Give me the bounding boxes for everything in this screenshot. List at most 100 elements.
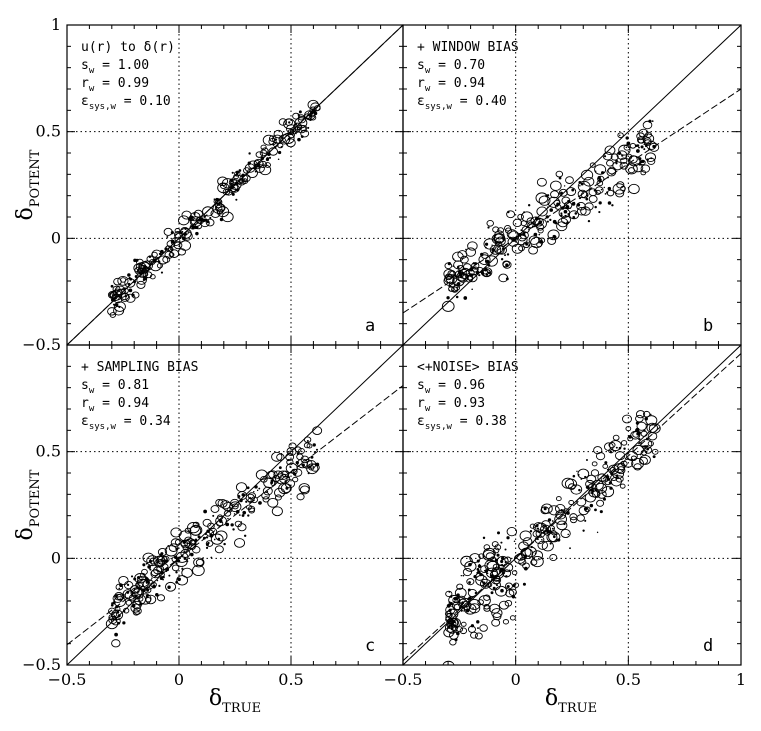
data-point [237, 496, 240, 499]
data-point [136, 267, 148, 278]
data-point [245, 500, 248, 503]
panel-annotation-line: εsys,w = 0.10 [81, 94, 171, 112]
data-point [486, 219, 494, 227]
data-point [563, 185, 566, 187]
data-point [310, 455, 314, 459]
data-point [156, 558, 166, 567]
data-point [506, 536, 510, 540]
data-point [640, 145, 644, 149]
data-point [310, 463, 320, 472]
data-point [309, 106, 317, 113]
y-tick-label: −0.5 [22, 655, 61, 674]
data-point [268, 156, 272, 159]
data-point [636, 432, 640, 436]
data-point [647, 157, 656, 165]
data-point [604, 145, 616, 156]
data-point [638, 442, 640, 445]
data-point [471, 288, 473, 290]
data-point [288, 121, 291, 124]
data-point [577, 189, 588, 199]
data-point [263, 477, 276, 489]
data-point [446, 296, 450, 300]
data-point [277, 470, 289, 481]
data-point [247, 497, 254, 503]
data-point [588, 188, 598, 197]
data-point [258, 487, 261, 490]
data-point [113, 277, 122, 286]
panel-annotation-line: εsys,w = 0.40 [417, 94, 507, 112]
y-axis-title: δPOTENT [13, 149, 43, 220]
data-point [120, 292, 130, 301]
data-point [615, 159, 618, 163]
data-point [478, 254, 491, 265]
data-point [292, 476, 299, 483]
data-point [626, 141, 631, 146]
data-point [112, 593, 123, 603]
data-point [298, 483, 310, 494]
data-point [149, 568, 152, 571]
data-point [523, 211, 526, 214]
data-point [165, 581, 177, 592]
data-point [111, 639, 121, 648]
data-point [470, 631, 478, 639]
data-point [487, 226, 490, 229]
data-point [241, 514, 245, 517]
data-point [636, 149, 640, 153]
data-point [491, 248, 496, 252]
data-point [457, 286, 459, 288]
fit-line [403, 353, 741, 662]
data-point [596, 499, 605, 507]
data-point [645, 131, 653, 138]
data-point [233, 513, 236, 515]
data-point [124, 590, 136, 600]
data-point [522, 582, 526, 586]
data-point [301, 463, 305, 467]
data-point [200, 218, 210, 228]
fit-line [67, 25, 403, 345]
data-point [452, 258, 455, 260]
data-point [520, 220, 527, 227]
data-point [645, 415, 658, 426]
data-point [150, 569, 161, 579]
data-point [565, 205, 570, 209]
data-point [278, 466, 282, 470]
data-point [183, 550, 186, 553]
data-point [615, 475, 624, 483]
data-point [529, 523, 536, 529]
data-point [597, 473, 607, 482]
data-point [278, 118, 288, 126]
data-point [174, 228, 181, 234]
data-point [261, 147, 269, 154]
data-point [246, 504, 253, 510]
data-point [225, 522, 230, 527]
data-point [560, 212, 563, 215]
data-point [445, 590, 453, 598]
data-point [643, 137, 652, 145]
data-point [304, 113, 311, 119]
data-point [603, 442, 614, 451]
fit-line [403, 88, 741, 314]
data-point [585, 459, 588, 462]
data-point [294, 117, 308, 129]
data-point [167, 545, 170, 547]
data-point [531, 556, 544, 568]
data-point [597, 175, 605, 183]
data-point [310, 102, 321, 112]
data-point [579, 184, 581, 187]
data-point [601, 486, 615, 498]
data-point [482, 585, 485, 587]
data-point [280, 483, 292, 493]
data-point [203, 509, 208, 514]
data-point [495, 584, 499, 587]
data-point [572, 474, 576, 478]
data-point [536, 242, 542, 248]
data-point [588, 195, 598, 203]
data-point [182, 231, 193, 241]
data-point [517, 213, 524, 220]
data-point [642, 133, 655, 144]
data-point [215, 198, 222, 204]
data-point [625, 153, 633, 160]
data-point [484, 260, 487, 263]
data-point [603, 155, 607, 158]
data-point [580, 477, 583, 480]
